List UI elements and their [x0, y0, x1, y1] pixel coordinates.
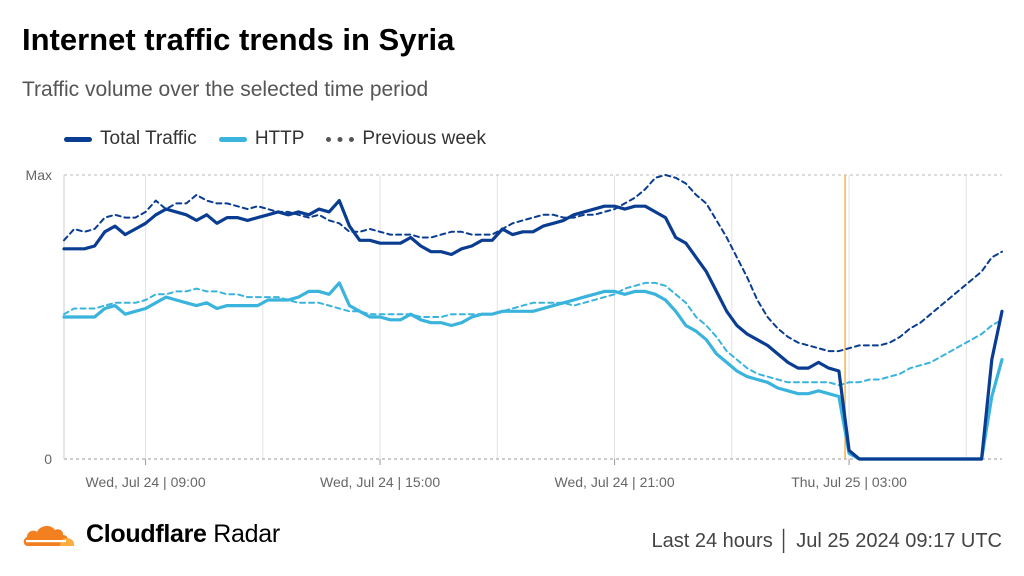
x-tick-label-1: Wed, Jul 24 | 15:00: [320, 474, 440, 490]
y-tick-label-max: Max: [26, 167, 52, 183]
legend-label-total: Total Traffic: [100, 128, 197, 149]
x-tick-label-0: Wed, Jul 24 | 09:00: [86, 474, 206, 490]
chart-legend: Total Traffic HTTP Previous week: [64, 128, 508, 150]
legend-label-previous: Previous week: [362, 128, 486, 149]
chart-title: Internet traffic trends in Syria: [22, 22, 455, 57]
legend-swatch-total: [64, 136, 92, 142]
time-range-label: Last 24 hours │ Jul 25 2024 09:17 UTC: [651, 530, 1003, 552]
legend-item-total[interactable]: Total Traffic: [64, 128, 197, 150]
cloudflare-radar-brand[interactable]: Cloudflare Radar: [22, 520, 280, 549]
legend-item-http[interactable]: HTTP: [218, 128, 305, 150]
legend-swatch-http: [218, 136, 247, 142]
legend-item-previous[interactable]: Previous week: [326, 128, 486, 150]
legend-label-http: HTTP: [254, 128, 305, 149]
series-line-http: [62, 281, 1004, 461]
series-line-http-previous: [63, 281, 1003, 387]
series-line-total: [62, 199, 1004, 461]
traffic-line-chart: Max 0 Wed, Jul 24 | 09:00 Wed, Jul 24 | 15:…: [26, 167, 1004, 490]
cloudflare-cloud-icon: [23, 525, 74, 546]
x-tick-label-2: Wed, Jul 24 | 21:00: [555, 474, 675, 490]
legend-swatch-previous: [326, 136, 355, 142]
chart-subtitle: Traffic volume over the selected time pe…: [22, 78, 429, 101]
series-line-previous: [63, 174, 1003, 353]
brand-name: Cloudflare Radar: [86, 520, 280, 548]
x-tick-label-3: Thu, Jul 25 | 03:00: [791, 474, 907, 490]
y-tick-label-zero: 0: [44, 451, 52, 467]
